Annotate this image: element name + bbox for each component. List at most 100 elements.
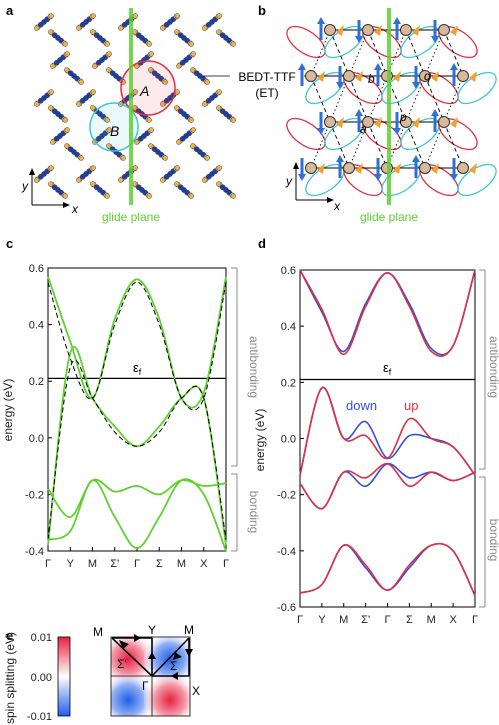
- ytick-label: -0.4: [277, 546, 296, 558]
- ytick-label: -0.6: [277, 602, 296, 614]
- bonding-label-d: bonding: [487, 519, 499, 562]
- et-molecule: [190, 67, 210, 85]
- cbar-tick-mid: 0.00: [31, 672, 52, 684]
- et-molecule: [134, 127, 154, 145]
- et-molecule: [92, 51, 112, 69]
- xtick-label: Γ: [134, 558, 140, 570]
- panel-d-bands: [299, 269, 476, 597]
- lattice-bond: [443, 29, 464, 77]
- lattice-site: [324, 116, 336, 128]
- lattice-site: [457, 162, 469, 174]
- et-molecule: [216, 181, 236, 199]
- orange-marker: [450, 25, 458, 36]
- lattice-site: [457, 70, 469, 82]
- panel-a-label: a: [6, 3, 14, 18]
- band-line-3: [299, 386, 476, 476]
- band-line-3: [47, 359, 227, 540]
- lattice-bond: [405, 75, 426, 123]
- lattice-bond: [424, 75, 445, 123]
- orange-marker: [355, 163, 363, 174]
- point-y: Y: [148, 623, 156, 637]
- lattice-bond: [424, 121, 445, 169]
- orange-marker: [317, 71, 325, 82]
- bond-label-p: p: [399, 110, 407, 124]
- dimer-a-circle: [120, 60, 176, 116]
- et-molecule: [160, 165, 180, 183]
- dimer-a-label: A: [139, 83, 149, 99]
- lattice-bond: [310, 29, 331, 77]
- point-m1: M: [93, 625, 103, 639]
- bedt-ttf-label: BEDT-TTF: [238, 70, 295, 84]
- orange-marker: [469, 163, 477, 174]
- spin-arrow-head: [374, 174, 382, 181]
- xtick-label: Σ': [361, 614, 370, 626]
- panel-c-ticks: 0.60.40.20.0-0.2-0.4Γ Y M Σ' Γ Σ M X Γ: [25, 263, 229, 570]
- fermi-label-d: εf: [383, 360, 392, 377]
- lattice-site: [343, 70, 355, 82]
- band-line-4: [47, 478, 227, 518]
- lattice-site: [438, 24, 450, 36]
- band-line-6: [299, 542, 476, 597]
- et-molecule: [50, 51, 70, 69]
- spin-arrow-head: [431, 109, 439, 116]
- panel-c-label: c: [6, 236, 13, 251]
- colorbar: [57, 636, 71, 717]
- point-m2: M: [184, 623, 194, 637]
- bond-label-a: a: [360, 122, 367, 136]
- et-molecule: [48, 105, 68, 123]
- ytick-label: 0.4: [281, 321, 296, 333]
- point-x: X: [192, 684, 200, 698]
- et-molecule: [48, 29, 68, 47]
- xtick-label: Γ: [384, 614, 390, 626]
- lattice-bond: [367, 29, 388, 77]
- et-molecule: [106, 67, 126, 85]
- spin-arrow-head: [317, 128, 325, 135]
- lattice-bond: [348, 75, 369, 123]
- band-line-4: [299, 462, 476, 510]
- bond-label-q: q: [424, 69, 431, 83]
- axes-arrows-a: [29, 168, 70, 208]
- spin-arrow-head: [393, 128, 401, 135]
- band-line-2: [47, 281, 227, 411]
- point-gamma: Γ: [142, 679, 149, 693]
- orange-marker: [336, 117, 344, 128]
- et-molecule: [76, 89, 96, 107]
- heatmap: [111, 637, 190, 716]
- lattice-site: [305, 70, 317, 82]
- point-sigma: Σ: [170, 659, 177, 673]
- ytick-label: -0.4: [25, 546, 44, 558]
- spin-arrow-head: [336, 82, 344, 89]
- lattice-bond: [405, 121, 426, 169]
- et-molecule: [132, 29, 152, 47]
- et-molecule: [216, 29, 236, 47]
- ytick-label: 0.6: [281, 265, 296, 277]
- lattice-site: [362, 116, 374, 128]
- xtick-label: Γ: [472, 614, 478, 626]
- et-molecule: [64, 143, 84, 161]
- panel-b-label: b: [258, 3, 266, 18]
- et-molecule: [202, 13, 222, 31]
- lattice-bond: [405, 29, 426, 77]
- spin-arrow-head: [374, 63, 382, 70]
- xtick-label: Σ: [406, 614, 413, 626]
- panel-d: d 0.60.40.20.0-0.2-0.4-0.6Γ Y M Σ' Γ Σ M X Γ ene…: [253, 236, 499, 626]
- lattice-bond: [310, 75, 331, 123]
- lattice-bond: [329, 29, 350, 77]
- band-line-2: [299, 387, 476, 476]
- point-sigma-prime: Σ': [117, 657, 127, 671]
- orange-marker: [431, 163, 439, 174]
- panel-a-molecules: [34, 13, 236, 199]
- bracket-antibonding-c: [231, 267, 238, 552]
- lattice-site: [324, 24, 336, 36]
- spin-arrow-head: [336, 155, 344, 162]
- orange-marker: [412, 25, 420, 36]
- xtick-label: Σ': [110, 558, 119, 570]
- lattice-bond: [348, 29, 369, 77]
- axis-y-label-a: y: [21, 179, 29, 193]
- lattice-bond: [443, 75, 464, 123]
- et-molecule: [48, 181, 68, 199]
- spin-arrow-head: [412, 82, 420, 89]
- band-line-7: [299, 542, 476, 597]
- bonding-label-c: bonding: [247, 491, 261, 534]
- xtick-label: X: [449, 614, 457, 626]
